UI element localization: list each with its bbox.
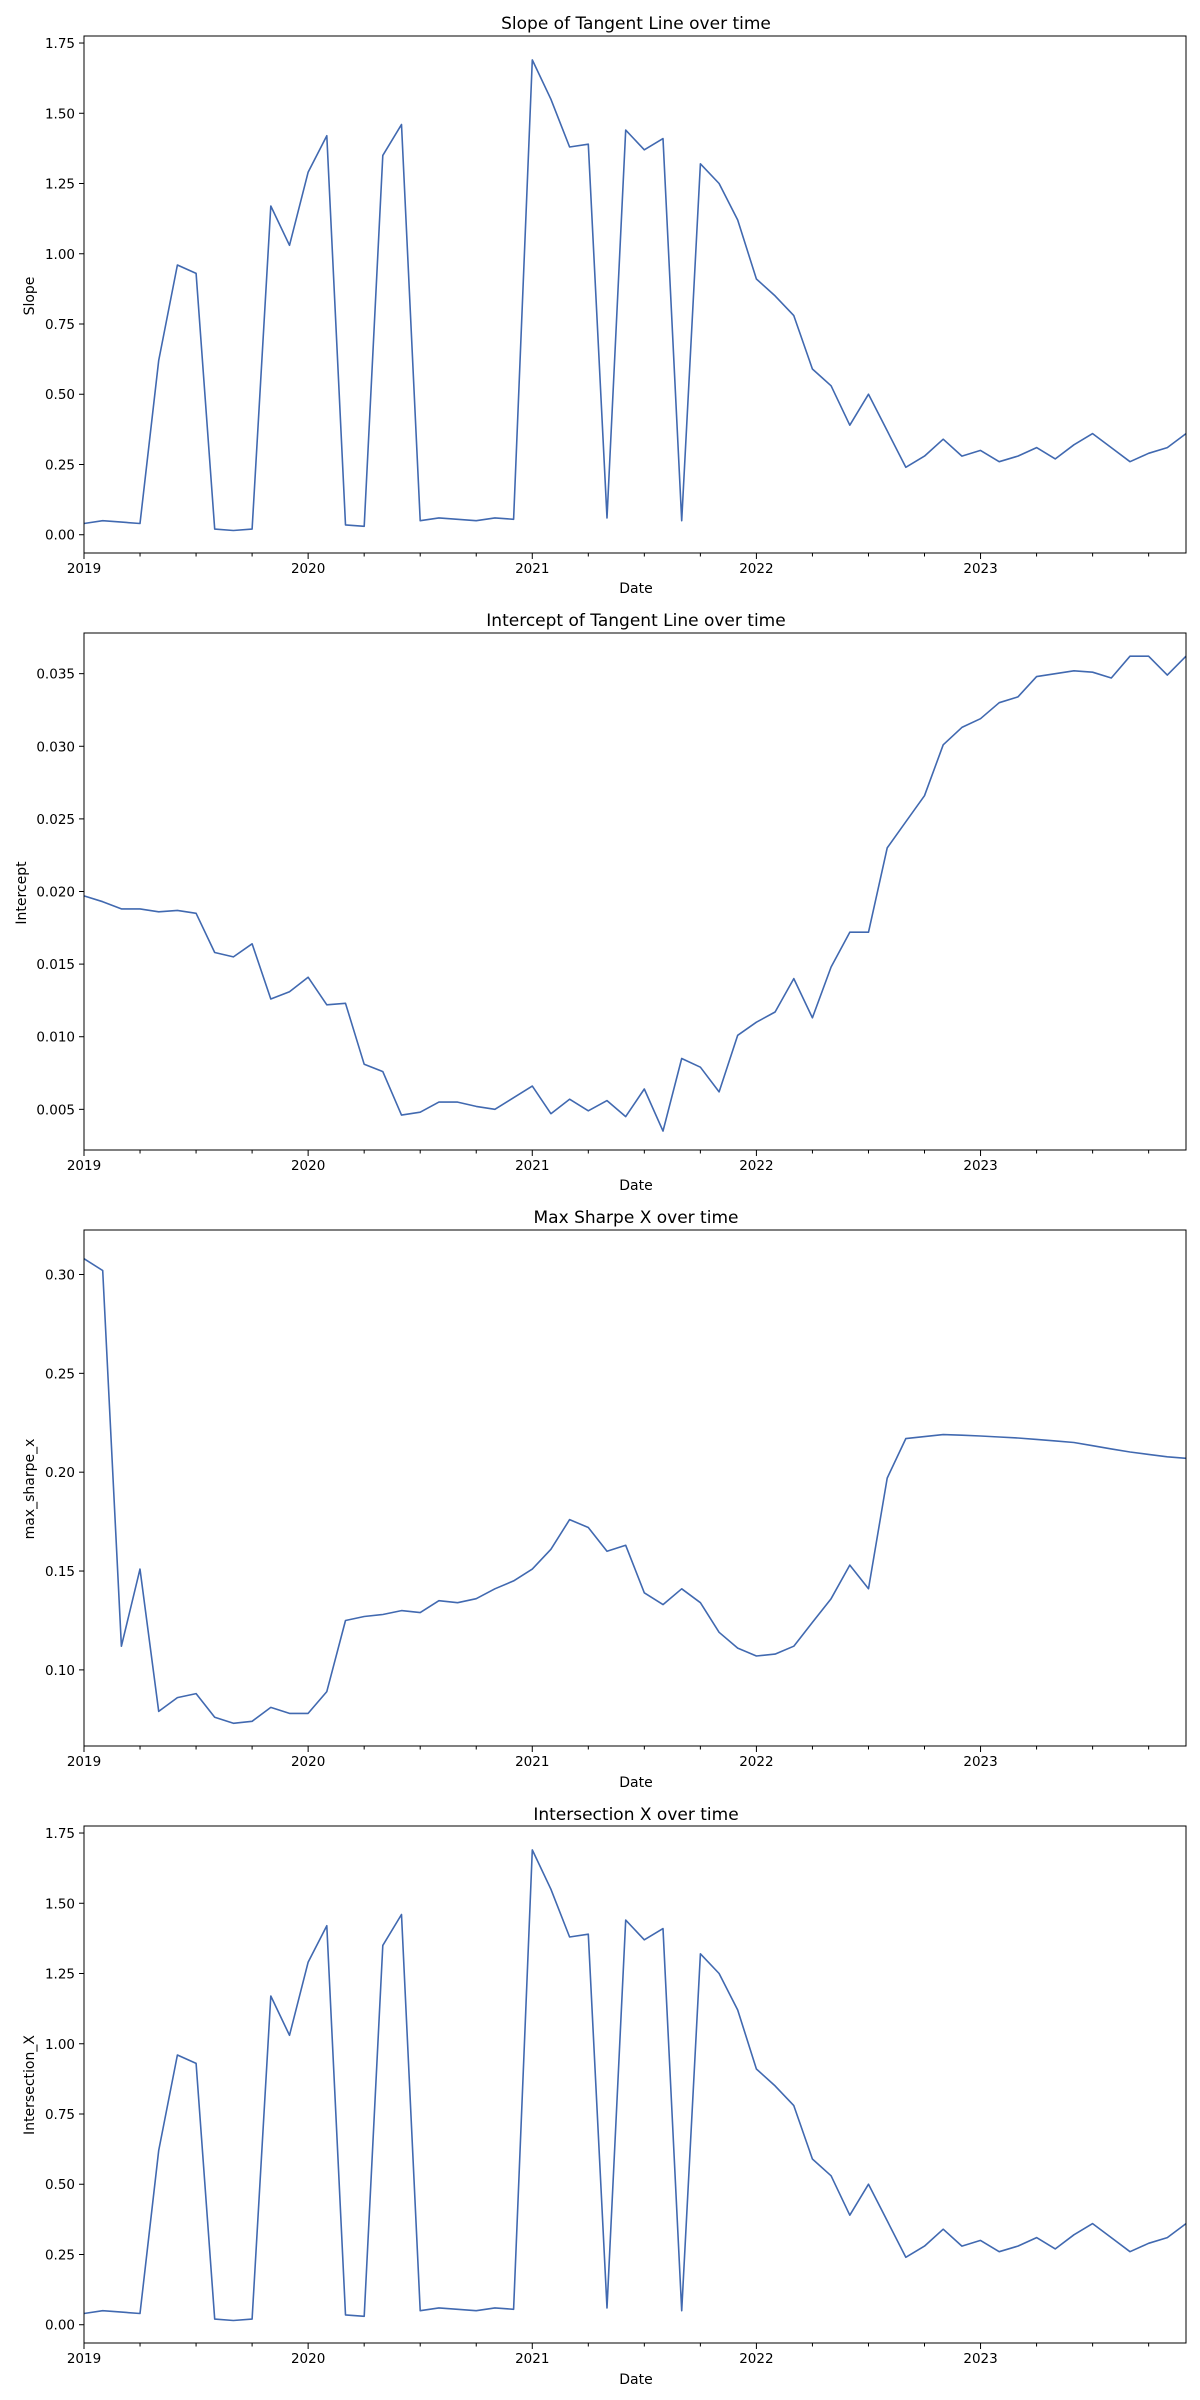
series-line	[83, 655, 1187, 1132]
y-tick-label: 0.25	[45, 1366, 75, 1382]
x-tick-label: 2021	[515, 561, 549, 577]
plot-area-frame	[83, 1229, 1187, 1747]
x-tick-label: 2019	[67, 561, 101, 577]
y-tick-label: 0.75	[45, 317, 75, 333]
y-tick-label: 0.00	[45, 528, 75, 544]
x-tick-label: 2021	[515, 1754, 549, 1770]
chart-title: Intercept of Tangent Line over time	[486, 611, 785, 631]
chart-title: Max Sharpe X over time	[534, 1208, 739, 1228]
y-tick-label: 0.035	[36, 667, 75, 683]
chart-title: Intersection X over time	[533, 1805, 738, 1825]
x-tick-label: 2020	[291, 2351, 325, 2367]
x-axis-label: Date	[619, 1775, 652, 1791]
x-tick-label: 2019	[67, 1158, 101, 1174]
x-tick-label: 2023	[963, 1158, 997, 1174]
y-tick-label: 0.15	[45, 1564, 75, 1580]
y-tick-label: 1.25	[45, 1967, 75, 1983]
x-tick-label: 2022	[739, 1158, 773, 1174]
x-tick-label: 2022	[739, 2351, 773, 2367]
y-axis-label: Slope	[22, 277, 38, 316]
x-tick-label: 2019	[67, 2351, 101, 2367]
series-line	[83, 59, 1187, 532]
y-tick-label: 1.75	[45, 36, 75, 52]
x-tick-label: 2020	[291, 1158, 325, 1174]
x-axis-label: Date	[619, 1178, 652, 1194]
y-tick-label: 0.25	[45, 457, 75, 473]
x-axis-label: Date	[619, 2372, 652, 2388]
x-tick-label: 2022	[739, 1754, 773, 1770]
y-tick-label: 0.10	[45, 1663, 75, 1679]
y-tick-label: 0.015	[36, 957, 75, 973]
x-tick-label: 2021	[515, 2351, 549, 2367]
subplot-slope: Slope of Tangent Line over time Date Slo…	[22, 14, 1187, 597]
x-axis-label: Date	[619, 581, 652, 597]
y-tick-label: 0.20	[45, 1465, 75, 1481]
plot-area-frame	[83, 1825, 1187, 2344]
x-tick-label: 2023	[963, 1754, 997, 1770]
y-tick-label: 0.010	[36, 1030, 75, 1046]
y-tick-label: 0.75	[45, 2107, 75, 2123]
x-tick-label: 2021	[515, 1158, 549, 1174]
y-tick-label: 1.75	[45, 1826, 75, 1842]
y-tick-label: 0.00	[45, 2318, 75, 2334]
y-tick-label: 0.030	[36, 739, 75, 755]
y-tick-label: 0.025	[36, 812, 75, 828]
y-axis-label: max_sharpe_x	[22, 1439, 38, 1540]
y-axis-label: Intersection_X	[22, 2035, 38, 2135]
y-tick-label: 1.25	[45, 177, 75, 193]
y-axis-label: Intercept	[14, 861, 30, 925]
y-tick-label: 0.020	[36, 885, 75, 901]
plot-area-frame	[83, 632, 1187, 1151]
y-tick-label: 1.00	[45, 247, 75, 263]
subplot-max-sharpe: Max Sharpe X over time Date max_sharpe_x…	[22, 1208, 1187, 1791]
x-tick-label: 2023	[963, 561, 997, 577]
y-tick-label: 0.005	[36, 1102, 75, 1118]
y-tick-label: 1.50	[45, 1896, 75, 1912]
x-tick-label: 2020	[291, 561, 325, 577]
y-tick-label: 1.00	[45, 2037, 75, 2053]
x-tick-label: 2023	[963, 2351, 997, 2367]
subplot-intersection: Intersection X over time Date Intersecti…	[22, 1805, 1187, 2388]
y-tick-label: 1.50	[45, 106, 75, 122]
plot-area-frame	[83, 35, 1187, 554]
y-tick-label: 0.50	[45, 387, 75, 403]
x-tick-label: 2022	[739, 561, 773, 577]
y-tick-label: 0.50	[45, 2177, 75, 2193]
y-tick-label: 0.30	[45, 1267, 75, 1283]
series-line	[83, 1849, 1187, 2322]
x-tick-label: 2019	[67, 1754, 101, 1770]
y-tick-label: 0.25	[45, 2247, 75, 2263]
chart-title: Slope of Tangent Line over time	[501, 14, 771, 34]
subplot-intercept: Intercept of Tangent Line over time Date…	[14, 611, 1187, 1194]
x-tick-label: 2020	[291, 1754, 325, 1770]
series-line	[83, 1258, 1187, 1725]
